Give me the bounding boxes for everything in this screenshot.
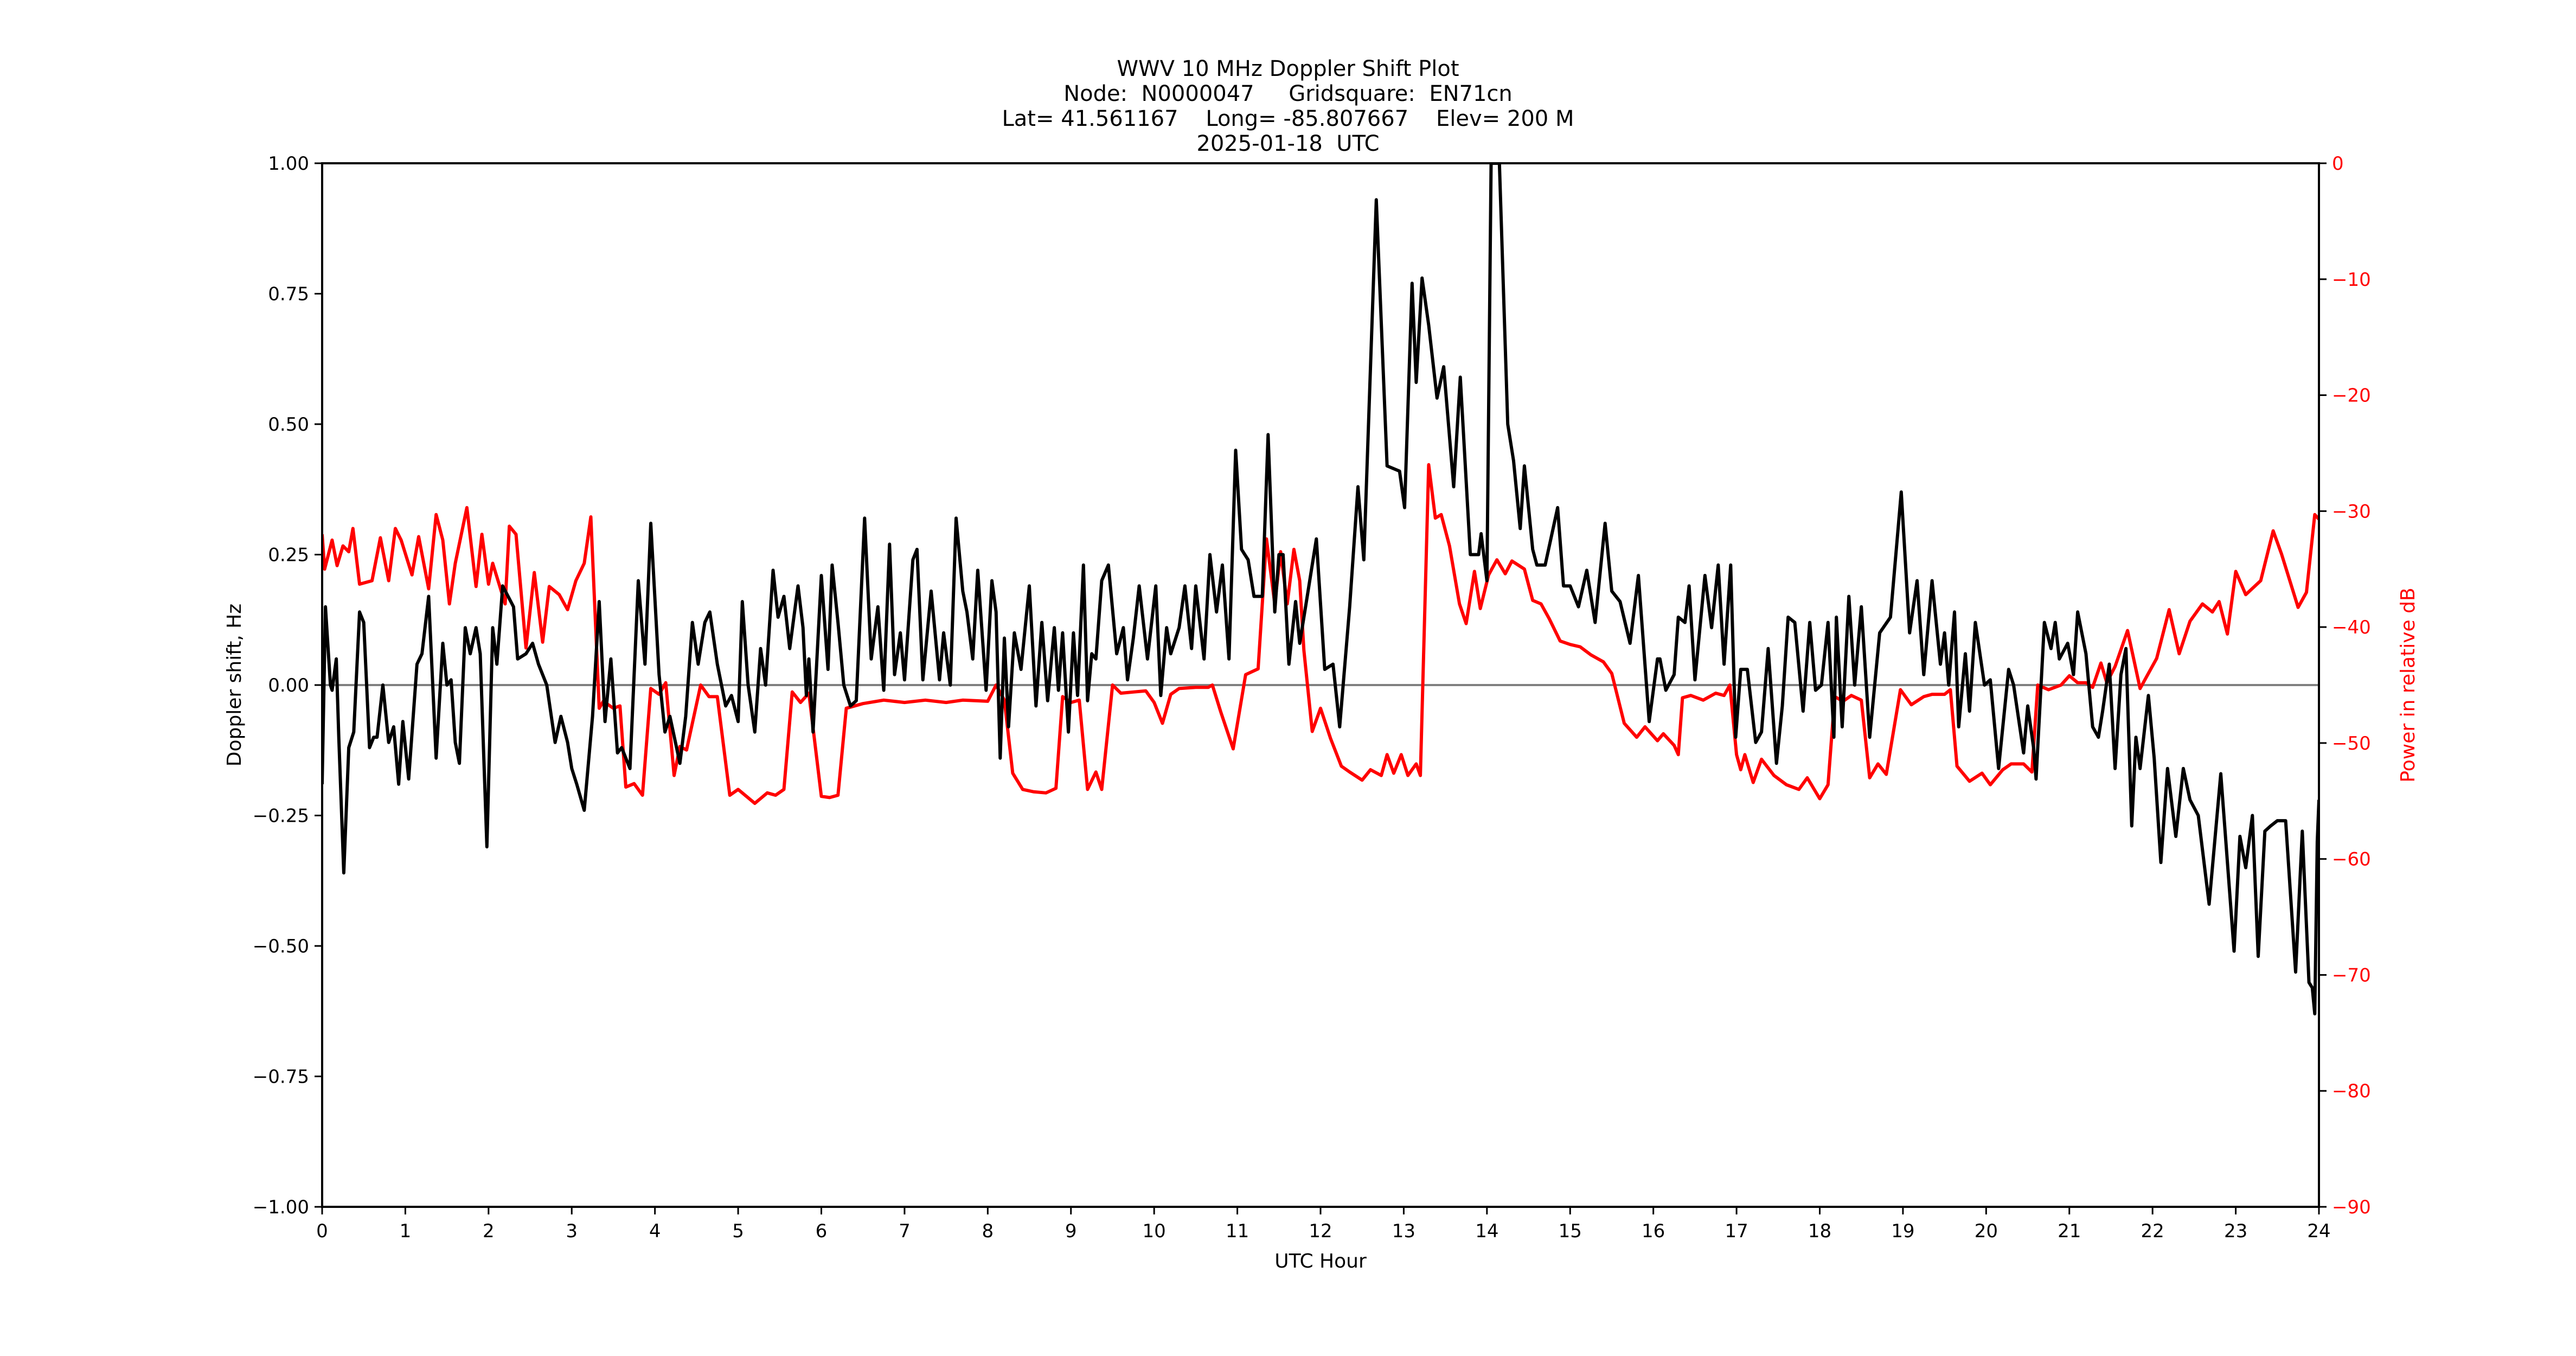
power-series-line xyxy=(322,463,2319,805)
x-tick-label: 5 xyxy=(732,1220,744,1242)
x-tick-label: 12 xyxy=(1309,1220,1332,1242)
x-tick-label: 16 xyxy=(1642,1220,1665,1242)
y-tick-label: 0.75 xyxy=(268,284,309,305)
chart-title: WWV 10 MHz Doppler Shift Plot xyxy=(1117,56,1459,81)
x-tick-label: 14 xyxy=(1475,1220,1498,1242)
y2-tick-label: −70 xyxy=(2332,964,2371,986)
x-tick-label: 15 xyxy=(1559,1220,1582,1242)
y2-tick-label: −80 xyxy=(2332,1080,2371,1102)
y-tick-label: −0.75 xyxy=(253,1066,309,1088)
axes: 0 1 2 3 4 5 6 7 8 9 10 11 12 13 14 15 16 17 18 19 20 21 22 23 24… xyxy=(223,153,2419,1272)
x-tick-label: 18 xyxy=(1808,1220,1831,1242)
x-tick-label: 8 xyxy=(982,1220,994,1242)
x-tick-label: 19 xyxy=(1891,1220,1914,1242)
x-tick-label: 0 xyxy=(316,1220,328,1242)
chart-subtitle-node: Node: N0000047 Gridsquare: EN71cn xyxy=(1063,81,1513,106)
x-tick-label: 20 xyxy=(1975,1220,1998,1242)
doppler-series-line xyxy=(322,163,2319,1016)
y2-tick-label: −90 xyxy=(2332,1197,2371,1218)
y-tick-label: −0.50 xyxy=(253,936,309,957)
x-tick-label: 4 xyxy=(649,1220,661,1242)
x-tick-label: 1 xyxy=(400,1220,412,1242)
y2-tick-label: −40 xyxy=(2332,617,2371,638)
x-tick-label: 13 xyxy=(1392,1220,1415,1242)
x-tick-label: 23 xyxy=(2224,1220,2247,1242)
x-tick-label: 24 xyxy=(2307,1220,2330,1242)
x-tick-label: 10 xyxy=(1143,1220,1166,1242)
x-tick-label: 2 xyxy=(483,1220,495,1242)
x-tick-label: 17 xyxy=(1725,1220,1748,1242)
y2-tick-label: −30 xyxy=(2332,501,2371,522)
x-tick-label: 11 xyxy=(1226,1220,1249,1242)
chart-subtitle-date: 2025-01-18 UTC xyxy=(1196,131,1380,156)
x-tick-label: 9 xyxy=(1065,1220,1077,1242)
y-tick-label: −0.25 xyxy=(253,805,309,827)
y-axis-label: Doppler shift, Hz xyxy=(223,604,246,766)
y2-tick-label: −10 xyxy=(2332,269,2371,291)
x-tick-label: 6 xyxy=(816,1220,828,1242)
y-tick-label: 1.00 xyxy=(268,153,309,175)
y2-tick-label: −20 xyxy=(2332,385,2371,407)
y-tick-label: 0.50 xyxy=(268,414,309,436)
chart-subtitle-location: Lat= 41.561167 Long= -85.807667 Elev= 20… xyxy=(1002,106,1574,131)
x-axis-label: UTC Hour xyxy=(1274,1250,1367,1272)
plot-series xyxy=(322,163,2319,1016)
y2-tick-label: −50 xyxy=(2332,733,2371,754)
y2-axis-label: Power in relative dB xyxy=(2397,587,2419,782)
y-tick-label: 0.00 xyxy=(268,675,309,696)
y2-tick-label: 0 xyxy=(2332,153,2344,175)
y-tick-label: −1.00 xyxy=(253,1197,309,1218)
x-tick-label: 21 xyxy=(2058,1220,2081,1242)
y-tick-label: 0.25 xyxy=(268,545,309,566)
x-tick-label: 7 xyxy=(899,1220,911,1242)
x-tick-label: 3 xyxy=(566,1220,578,1242)
x-tick-label: 22 xyxy=(2141,1220,2164,1242)
y2-tick-label: −60 xyxy=(2332,849,2371,871)
